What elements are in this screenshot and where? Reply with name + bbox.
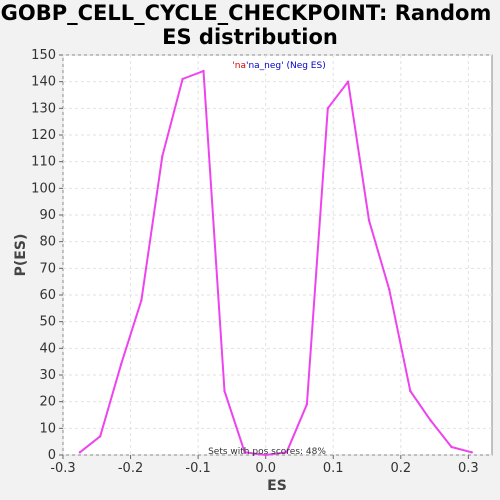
y-tick-label: 30: [39, 368, 56, 383]
y-tick-label: 80: [39, 235, 56, 250]
plot-area: [62, 54, 493, 456]
x-tick-label: -0.3: [50, 461, 75, 476]
chart-title-line-2: ES distribution: [162, 25, 338, 49]
y-axis-ticks: 0 10 20 30 40 50 60 70 80 90 100 110 120 130 140 150: [31, 48, 63, 463]
es-data-point: [161, 155, 164, 158]
es-data-point: [429, 419, 432, 422]
es-data-point: [223, 389, 226, 393]
es-data-point: [181, 77, 184, 81]
es-data-point: [346, 80, 350, 83]
grid-lines: [62, 54, 492, 456]
es-data-point: [98, 435, 102, 438]
y-tick-label: 60: [39, 288, 56, 303]
y-tick-label: 10: [39, 421, 56, 436]
es-data-point: [285, 451, 288, 454]
y-tick-label: 40: [39, 341, 56, 356]
es-data-point: [367, 219, 371, 222]
es-data-point: [450, 445, 453, 449]
y-tick-label: 120: [31, 128, 56, 143]
x-tick-label: 0.0: [255, 461, 276, 476]
x-tick-label: -0.2: [118, 461, 143, 476]
legend-part-2: 'na_neg' (Neg ES): [246, 61, 326, 71]
x-tick-label: 0.1: [323, 461, 344, 476]
x-tick-label: 0.3: [458, 461, 479, 476]
x-axis-label: ES: [267, 478, 287, 494]
y-tick-label: 150: [31, 48, 56, 63]
x-tick-label: -0.1: [185, 461, 210, 476]
y-tick-label: 90: [39, 208, 56, 223]
legend: 'na'na_neg' (Neg ES): [232, 61, 325, 71]
es-data-point: [119, 363, 123, 366]
x-tick-label: 0.2: [390, 461, 411, 476]
es-data-point: [243, 451, 246, 454]
es-data-point: [388, 288, 391, 291]
series-layer: [78, 69, 473, 457]
y-tick-label: 100: [31, 181, 56, 196]
es-data-point: [202, 69, 205, 73]
es-data-point: [78, 451, 82, 454]
es-data-point: [264, 453, 267, 457]
legend-part-1: 'na: [232, 61, 246, 71]
es-data-point: [409, 389, 412, 393]
y-tick-label: 110: [31, 155, 56, 170]
y-tick-label: 130: [31, 101, 56, 116]
es-data-point: [326, 107, 330, 110]
pos-scores-annotation: Sets with pos scores: 48%: [208, 447, 326, 457]
y-tick-label: 0: [48, 448, 56, 463]
y-tick-label: 70: [39, 261, 56, 276]
es-data-point: [305, 403, 309, 406]
y-tick-label: 50: [39, 315, 56, 330]
es-series-line: [79, 70, 472, 456]
es-data-point: [140, 299, 143, 302]
y-axis-label: P(ES): [13, 234, 29, 277]
x-axis-ticks: -0.3 -0.2 -0.1 0.0 0.1 0.2 0.3: [50, 455, 479, 476]
y-tick-label: 20: [39, 395, 56, 410]
es-data-point: [470, 451, 473, 454]
chart-title-line-1: GOBP_CELL_CYCLE_CHECKPOINT: Random: [1, 1, 492, 25]
y-tick-label: 140: [31, 75, 56, 90]
